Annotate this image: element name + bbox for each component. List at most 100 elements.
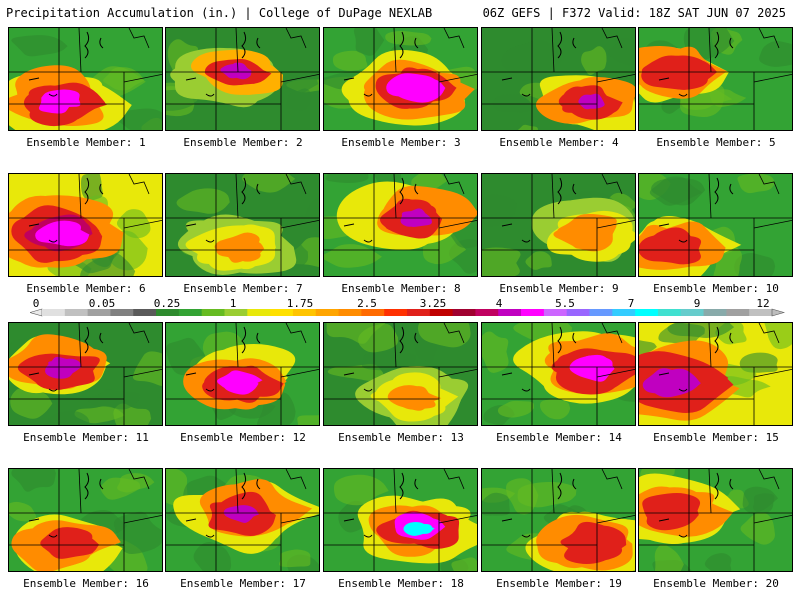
colorbar-swatch [566,309,590,316]
precip-texture-patch [302,197,319,234]
precip-contour-region [220,64,252,79]
precip-field-map [639,174,792,276]
state-border-line [78,469,82,514]
state-border-line [596,514,635,524]
precip-field-map [639,28,792,130]
state-border-line [443,174,465,195]
precip-texture-patch [80,252,136,276]
state-border-line [78,28,82,73]
state-border-line [78,323,82,368]
state-border-line [285,28,307,49]
colorbar-tick-label: 0 [32,297,40,310]
state-border-line [123,514,162,524]
precip-contour-region [578,94,605,110]
state-border-line [280,514,319,524]
water-feature-line [28,472,104,538]
state-border-line [753,73,792,83]
precip-field-map [639,323,792,425]
ensemble-member-label: Ensemble Member: 20 [653,577,779,590]
state-border-line [128,28,150,49]
state-border-line [123,219,162,229]
ensemble-member-label: Ensemble Member: 2 [183,136,303,149]
precip-texture-patch [361,351,417,371]
water-feature-line [658,472,734,538]
colorbar-tick-label: 1 [229,297,237,310]
colorbar-tick-label: 7 [627,297,635,310]
ensemble-map-panel [481,322,636,426]
ensemble-map-panel [638,173,793,277]
precip-contour-region [641,55,718,90]
water-feature-line [501,177,577,243]
water-feature-line [658,326,734,392]
precip-contour-region [640,227,696,262]
precip-texture-patch [10,387,53,419]
state-border-line [128,469,150,490]
state-border-line [758,28,780,49]
precip-texture-patch [286,88,312,111]
colorbar-swatch [703,309,727,316]
precip-texture-patch [385,30,432,46]
precip-contour-region [45,356,82,379]
state-border-line [551,469,555,514]
ensemble-member-label: Ensemble Member: 19 [496,577,622,590]
water-feature-line [185,31,261,97]
ensemble-map-panel [165,173,320,277]
water-feature-line [28,177,104,243]
colorbar-tick-label: 3.25 [419,297,447,310]
ensemble-member-label: Ensemble Member: 11 [23,431,149,444]
precip-texture-patch [166,469,188,506]
precip-contour-region [572,355,613,378]
precip-texture-patch [667,323,735,339]
model-run-info: 06Z GEFS | F372 Valid: 18Z SAT JUN 07 20… [482,6,786,20]
precip-field-map [166,174,319,276]
precip-field-map [482,174,635,276]
precip-texture-patch [11,35,68,57]
water-feature-line [658,177,734,243]
precip-texture-patch [87,389,140,410]
water-feature-line [185,326,261,392]
colorbar-swatch [133,309,157,316]
precip-texture-patch [9,501,37,522]
ensemble-member-label: Ensemble Member: 17 [180,577,306,590]
colorbar-swatch [201,309,225,316]
ensemble-member-label: Ensemble Member: 7 [183,282,303,295]
ensemble-map-panel [165,468,320,572]
precip-texture-patch [739,352,778,373]
precip-field-map [9,469,162,571]
precip-texture-patch [242,174,296,193]
state-border-line [596,219,635,229]
ensemble-member-label: Ensemble Member: 4 [499,136,619,149]
state-border-line [128,323,150,344]
water-feature-line [343,326,419,392]
precip-contour-region [223,374,259,395]
state-border-line [708,323,712,368]
colorbar-swatch [498,309,522,316]
state-border-line [758,174,780,195]
precip-texture-patch [132,351,162,386]
colorbar-swatch [749,309,773,316]
state-border-line [235,174,239,219]
state-border-line [753,514,792,524]
state-border-line [758,469,780,490]
precip-texture-patch [497,400,534,418]
colorbar-swatch [521,309,545,316]
chart-title: Precipitation Accumulation (in.) | Colle… [6,6,433,20]
precip-contour-region [560,521,623,562]
precip-texture-patch [517,124,538,130]
colorbar-swatch [612,309,636,316]
precip-texture-patch [482,247,521,276]
state-border-line [123,368,162,378]
state-border-line [78,174,82,219]
ensemble-map-panel [8,27,163,131]
colorbar-swatch [64,309,89,316]
precip-texture-patch [297,415,319,425]
ensemble-map-panel [323,322,478,426]
precip-texture-patch [417,323,471,348]
state-border-line [708,28,712,73]
water-feature-line [28,326,104,392]
state-border-line [601,28,623,49]
precip-texture-patch [482,331,509,373]
ensemble-map-panel [323,468,478,572]
state-border-line [601,174,623,195]
state-border-line [123,73,162,83]
